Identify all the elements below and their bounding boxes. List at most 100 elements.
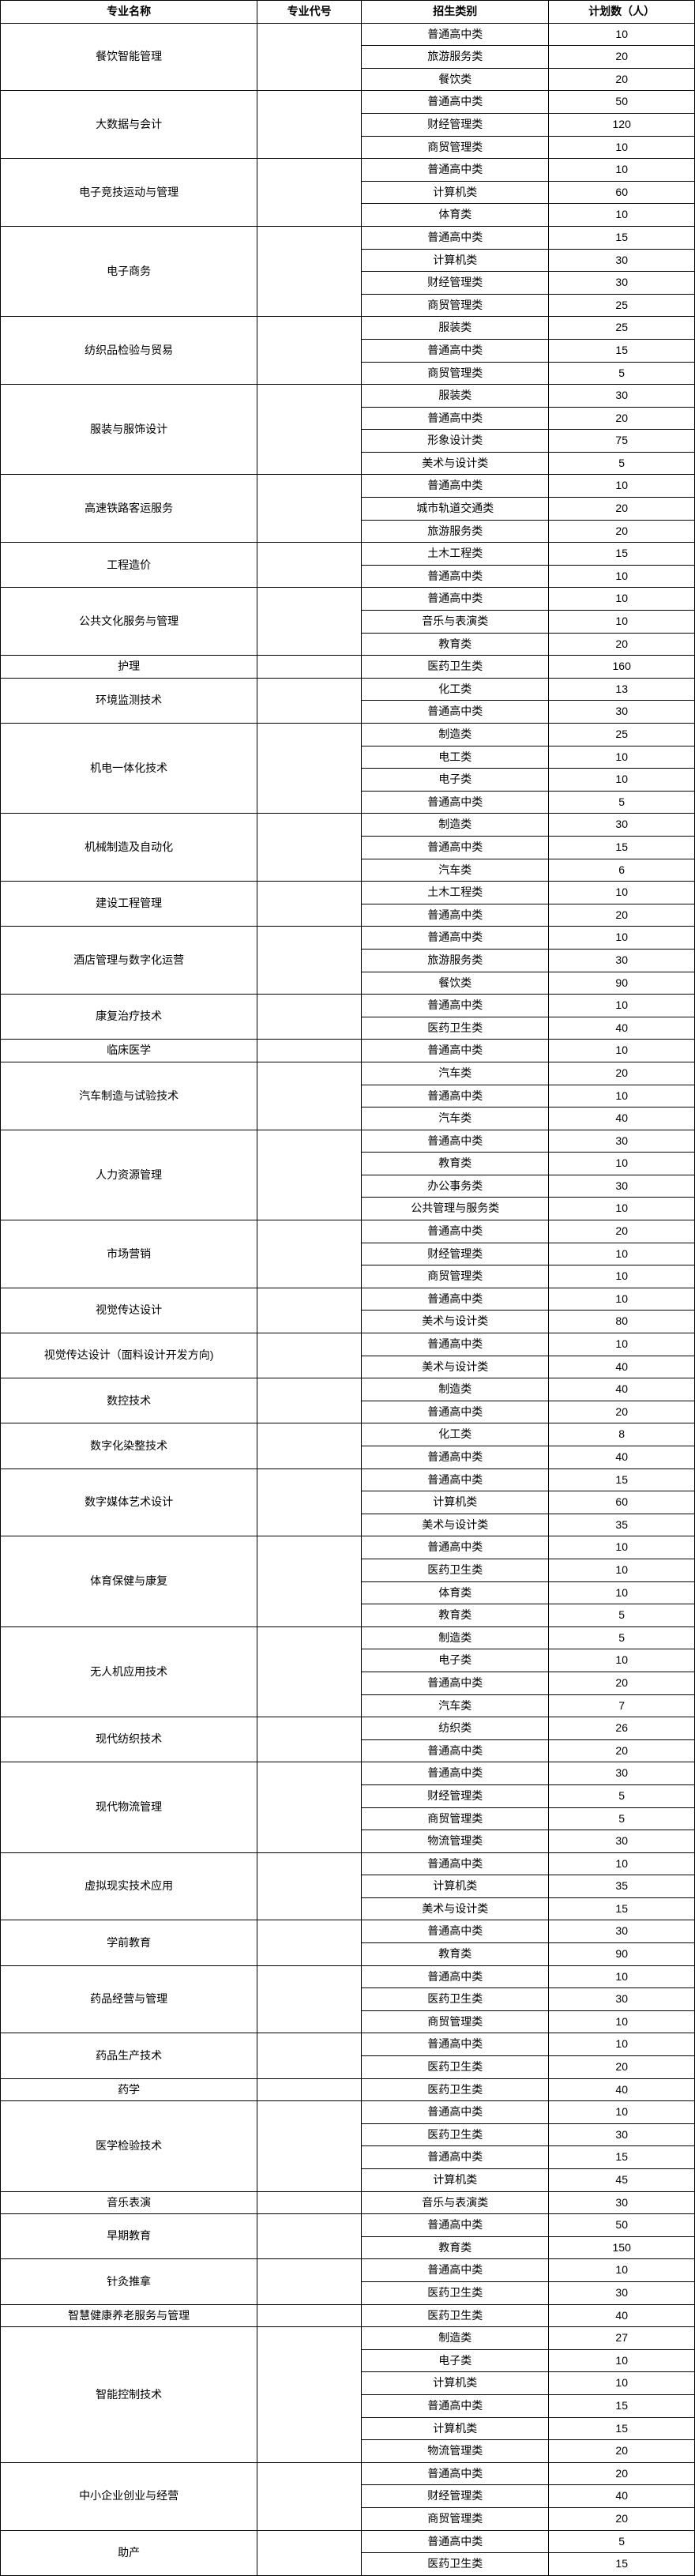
cell-plan-count: 20 (549, 1062, 695, 1085)
cell-major-code (257, 1469, 362, 1536)
cell-category: 普通高中类 (362, 1333, 549, 1356)
cell-major-code (257, 91, 362, 159)
cell-plan-count: 40 (549, 1356, 695, 1378)
table-row: 视觉传达设计（面料设计开发方向)普通高中类10 (1, 1333, 695, 1356)
cell-category: 计算机类 (362, 1491, 549, 1514)
cell-plan-count: 10 (549, 1965, 695, 1988)
cell-category: 化工类 (362, 678, 549, 701)
cell-plan-count: 8 (549, 1423, 695, 1446)
cell-major-name: 电子商务 (1, 226, 257, 316)
table-row: 高速铁路客运服务普通高中类10 (1, 475, 695, 498)
cell-major-code (257, 1423, 362, 1469)
cell-category: 普通高中类 (362, 226, 549, 249)
cell-plan-count: 10 (549, 882, 695, 904)
cell-category: 医药卫生类 (362, 1988, 549, 2011)
cell-plan-count: 10 (549, 1198, 695, 1220)
cell-major-name: 电子竞技运动与管理 (1, 159, 257, 227)
table-row: 视觉传达设计普通高中类10 (1, 1288, 695, 1311)
cell-category: 普通高中类 (362, 2462, 549, 2485)
cell-plan-count: 10 (549, 927, 695, 950)
cell-category: 财经管理类 (362, 272, 549, 295)
cell-plan-count: 20 (549, 68, 695, 91)
cell-category: 普通高中类 (362, 2033, 549, 2056)
cell-category: 汽车类 (362, 859, 549, 882)
cell-plan-count: 45 (549, 2169, 695, 2192)
cell-category: 普通高中类 (362, 2530, 549, 2553)
cell-plan-count: 10 (549, 2101, 695, 2124)
cell-plan-count: 30 (549, 1175, 695, 1198)
cell-plan-count: 10 (549, 2372, 695, 2395)
cell-plan-count: 10 (549, 1265, 695, 1288)
cell-plan-count: 40 (549, 1107, 695, 1130)
cell-major-name: 学前教育 (1, 1920, 257, 1965)
table-row: 药品经营与管理普通高中类10 (1, 1965, 695, 1988)
cell-plan-count: 5 (549, 1626, 695, 1649)
cell-plan-count: 150 (549, 2236, 695, 2259)
cell-plan-count: 30 (549, 2123, 695, 2146)
cell-plan-count: 40 (549, 2304, 695, 2327)
cell-major-code (257, 1920, 362, 1965)
cell-major-code (257, 226, 362, 316)
cell-major-name: 现代物流管理 (1, 1762, 257, 1852)
cell-major-code (257, 23, 362, 91)
cell-plan-count: 30 (549, 1920, 695, 1943)
cell-major-name: 无人机应用技术 (1, 1626, 257, 1717)
cell-plan-count: 120 (549, 113, 695, 136)
cell-major-code (257, 2259, 362, 2304)
cell-plan-count: 10 (549, 2349, 695, 2372)
cell-category: 美术与设计类 (362, 1897, 549, 1920)
cell-category: 普通高中类 (362, 475, 549, 498)
cell-category: 城市轨道交通类 (362, 498, 549, 521)
cell-major-name: 早期教育 (1, 2214, 257, 2259)
cell-category: 电子类 (362, 1649, 549, 1672)
table-row: 服装与服饰设计服装类30 (1, 385, 695, 408)
cell-category: 计算机类 (362, 181, 549, 204)
cell-plan-count: 10 (549, 1243, 695, 1265)
cell-plan-count: 75 (549, 430, 695, 453)
cell-plan-count: 10 (549, 1559, 695, 1581)
cell-category: 财经管理类 (362, 1243, 549, 1265)
cell-plan-count: 20 (549, 46, 695, 69)
cell-major-name: 机电一体化技术 (1, 724, 257, 814)
cell-plan-count: 20 (549, 2507, 695, 2530)
cell-plan-count: 30 (549, 272, 695, 295)
header-major-code: 专业代号 (257, 1, 362, 24)
cell-major-name: 体育保健与康复 (1, 1536, 257, 1626)
table-row: 临床医学普通高中类10 (1, 1040, 695, 1062)
cell-major-code (257, 1130, 362, 1220)
cell-major-name: 临床医学 (1, 1040, 257, 1062)
cell-major-code (257, 2214, 362, 2259)
table-row: 针灸推拿普通高中类10 (1, 2259, 695, 2282)
cell-plan-count: 26 (549, 1717, 695, 1740)
cell-category: 体育类 (362, 204, 549, 227)
cell-plan-count: 20 (549, 2440, 695, 2463)
cell-plan-count: 27 (549, 2327, 695, 2350)
cell-category: 教育类 (362, 1604, 549, 1627)
table-row: 公共文化服务与管理普通高中类10 (1, 588, 695, 611)
cell-category: 普通高中类 (362, 1288, 549, 1311)
cell-major-name: 现代纺织技术 (1, 1717, 257, 1762)
cell-category: 普通高中类 (362, 1040, 549, 1062)
table-row: 无人机应用技术制造类5 (1, 1626, 695, 1649)
table-row: 现代物流管理普通高中类30 (1, 1762, 695, 1785)
cell-category: 教育类 (362, 1943, 549, 1966)
cell-plan-count: 15 (549, 2146, 695, 2169)
cell-category: 财经管理类 (362, 113, 549, 136)
cell-category: 制造类 (362, 1626, 549, 1649)
cell-category: 普通高中类 (362, 2101, 549, 2124)
cell-plan-count: 30 (549, 949, 695, 972)
table-row: 智慧健康养老服务与管理医药卫生类40 (1, 2304, 695, 2327)
cell-category: 餐饮类 (362, 68, 549, 91)
cell-category: 医药卫生类 (362, 2123, 549, 2146)
cell-plan-count: 20 (549, 498, 695, 521)
cell-major-name: 公共文化服务与管理 (1, 588, 257, 656)
cell-category: 商贸管理类 (362, 294, 549, 317)
cell-major-name: 视觉传达设计 (1, 1288, 257, 1333)
cell-major-code (257, 1717, 362, 1762)
cell-category: 普通高中类 (362, 2214, 549, 2237)
cell-major-name: 智能控制技术 (1, 2327, 257, 2463)
cell-category: 餐饮类 (362, 972, 549, 995)
cell-plan-count: 15 (549, 1897, 695, 1920)
cell-plan-count: 20 (549, 1672, 695, 1694)
cell-plan-count: 30 (549, 2191, 695, 2214)
